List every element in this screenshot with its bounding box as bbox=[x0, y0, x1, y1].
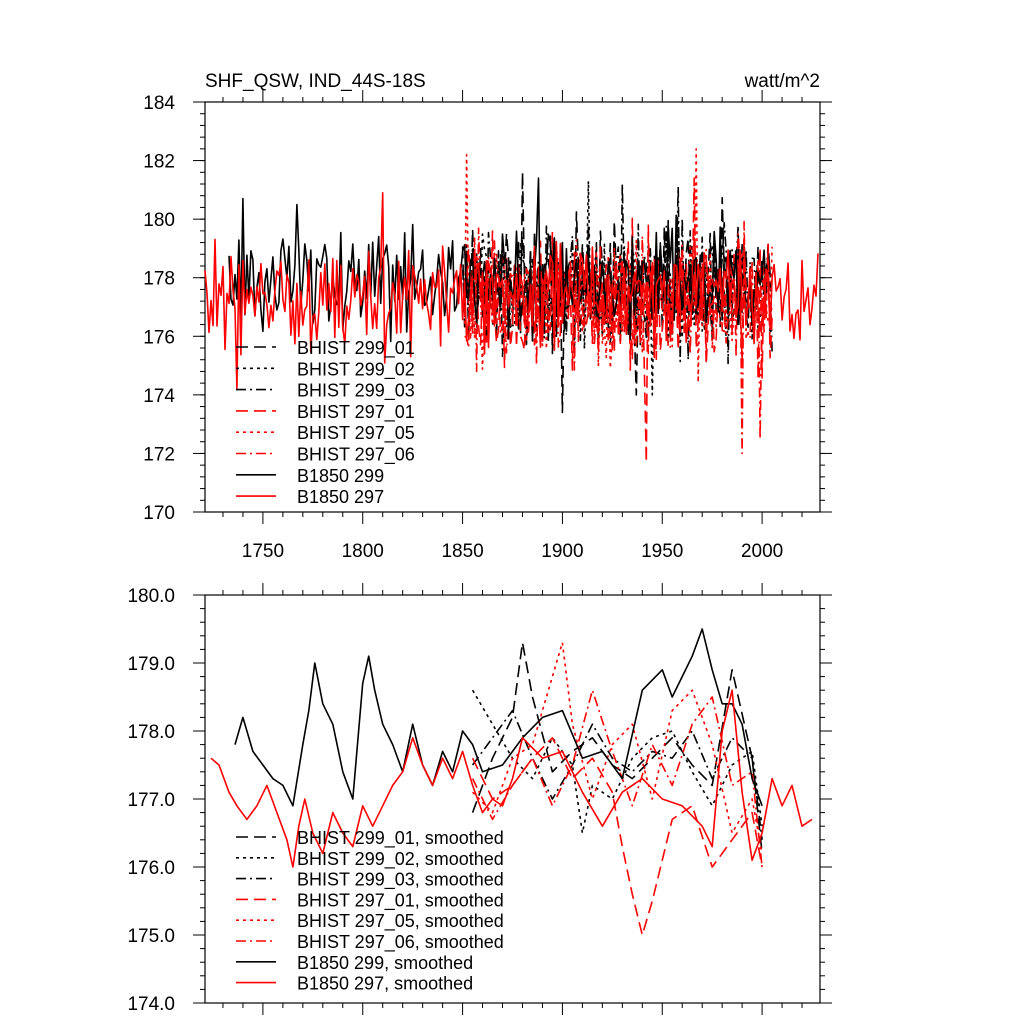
y-tick-label: 178.0 bbox=[127, 722, 175, 743]
series-line bbox=[204, 192, 819, 390]
series-line bbox=[471, 709, 763, 840]
x-tick-label: 2000 bbox=[741, 541, 783, 562]
y-tick-label: 170 bbox=[143, 503, 175, 524]
y-tick-label: 179.0 bbox=[127, 654, 175, 675]
legend-label: B1850 297, smoothed bbox=[297, 974, 473, 994]
legend-label: B1850 299, smoothed bbox=[297, 953, 473, 973]
series-line bbox=[234, 628, 763, 807]
units-label: watt/m^2 bbox=[744, 71, 820, 92]
x-tick-label: 1900 bbox=[541, 541, 583, 562]
legend-label: BHIST 299_01 bbox=[297, 338, 415, 359]
bottom-panel: 174.0 175.0 176.0 177.0 178.0 179.0 180.0 BHIST… bbox=[127, 583, 832, 1015]
legend-label: BHIST 297_06 bbox=[297, 445, 415, 466]
legend-label: BHIST 297_05 bbox=[297, 423, 415, 444]
y-tick-label: 178 bbox=[143, 269, 175, 290]
legend-label: BHIST 299_03, smoothed bbox=[297, 870, 504, 891]
y-tick-label: 177.0 bbox=[127, 790, 175, 811]
x-tick-label: 1750 bbox=[242, 541, 284, 562]
legend-label: B1850 297 bbox=[297, 487, 384, 507]
y-tick-label: 176.0 bbox=[127, 858, 175, 879]
x-tick-label: 1950 bbox=[641, 541, 683, 562]
y-tick-label: 174.0 bbox=[127, 994, 175, 1015]
series-line bbox=[210, 689, 813, 868]
series-line bbox=[472, 641, 763, 854]
y-tick-label: 182 bbox=[143, 152, 175, 173]
y-tick-label: 172 bbox=[143, 444, 175, 465]
legend-label: BHIST 297_01 bbox=[297, 402, 415, 423]
legend-label: BHIST 299_03 bbox=[297, 381, 415, 402]
plot-frame bbox=[204, 101, 821, 513]
legend-label: BHIST 299_02, smoothed bbox=[297, 849, 504, 870]
y-tick-label: 174 bbox=[143, 386, 175, 407]
y-tick-label: 180 bbox=[143, 210, 175, 231]
legend-label: BHIST 299_02 bbox=[297, 359, 415, 380]
legend-label: BHIST 297_06, smoothed bbox=[297, 932, 504, 953]
top-panel: 1750 1800 1850 1900 1950 2000 170 172 174 176 178 1… bbox=[143, 90, 832, 562]
y-tick-label: 176 bbox=[143, 327, 175, 348]
y-tick-label: 184 bbox=[143, 93, 175, 114]
series-line bbox=[228, 177, 767, 343]
legend-label: B1850 299 bbox=[297, 466, 384, 486]
y-tick-label: 175.0 bbox=[127, 926, 175, 947]
x-tick-label: 1850 bbox=[441, 541, 483, 562]
legend-label: BHIST 297_01, smoothed bbox=[297, 890, 504, 911]
series-line bbox=[471, 737, 763, 936]
legend-label: BHIST 299_01, smoothed bbox=[297, 828, 504, 849]
y-tick-label: 180.0 bbox=[127, 586, 175, 607]
chart-title: SHF_QSW, IND_44S-18S bbox=[205, 71, 426, 92]
legend-label: BHIST 297_05, smoothed bbox=[297, 911, 504, 932]
x-tick-label: 1800 bbox=[342, 541, 384, 562]
